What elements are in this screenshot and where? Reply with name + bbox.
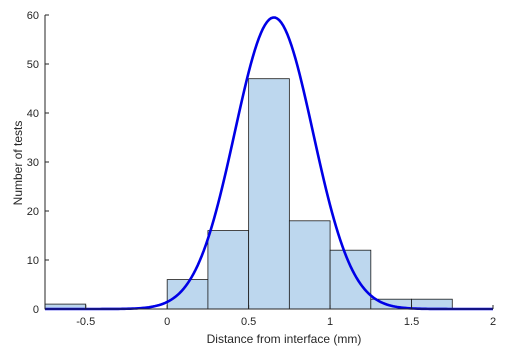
histogram-bars (44, 78, 453, 310)
y-tick-label: 10 (27, 255, 39, 267)
histogram-bar (329, 249, 372, 310)
y-axis-title: Number of tests (11, 121, 25, 206)
histogram-bar (288, 220, 331, 310)
y-tick-label: 50 (27, 59, 39, 71)
x-axis-title: Distance from interface (mm) (207, 332, 362, 346)
x-tick-label: 1 (327, 316, 333, 328)
y-tick-label: 60 (27, 10, 39, 22)
x-tick-label: -0.5 (76, 316, 95, 328)
x-tick-label: 0.5 (241, 316, 256, 328)
y-tick-label: 30 (27, 157, 39, 169)
histogram-bar (248, 78, 290, 310)
y-tick-label: 0 (33, 304, 39, 316)
x-axis-ticks: -0.5 0 0.5 1 1.5 2 (76, 305, 496, 328)
y-tick-label: 20 (27, 206, 39, 218)
x-tick-label: 1.5 (404, 316, 419, 328)
x-tick-label: 0 (164, 316, 170, 328)
y-tick-label: 40 (27, 108, 39, 120)
y-axis-ticks: 0 10 20 30 40 50 60 (27, 10, 49, 316)
x-tick-label: 2 (490, 316, 496, 328)
histogram-bar (207, 230, 250, 310)
